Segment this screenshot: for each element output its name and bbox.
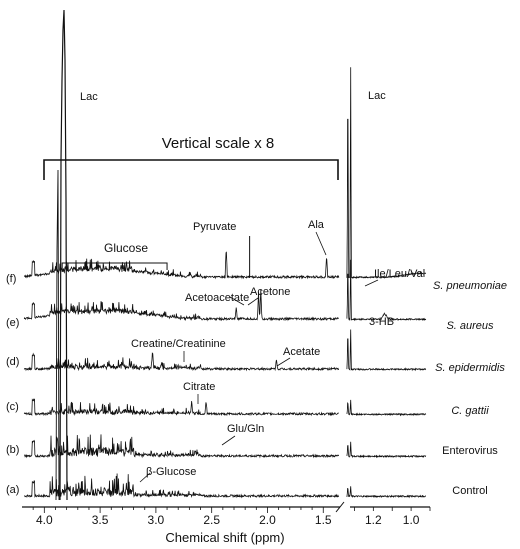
series-name-label: S. epidermidis [435, 362, 505, 374]
annotation-citrate: Citrate [183, 381, 215, 393]
x-tick-label: 4.0 [36, 513, 53, 527]
annotation-pyruvate: Pyruvate [193, 221, 236, 233]
series-name-label: Control [452, 485, 487, 497]
x-tick-label: 3.5 [92, 513, 109, 527]
x-axis: 4.0 3.5 3.0 2.5 2.0 1.5 1.2 1.0 Chemical shift (… [22, 501, 431, 545]
leader-beta-glucose [139, 472, 151, 483]
series-name-label: S. pneumoniae [433, 280, 507, 292]
spectrum-trace-2 [24, 434, 340, 459]
x-tick-label: 1.0 [403, 513, 420, 527]
annotation-ile-leu-val: Ile/Leu/Val [374, 268, 425, 280]
annotation-beta-glucose: β-Glucose [146, 466, 196, 478]
x-tick-label: 3.0 [148, 513, 165, 527]
annotation-creatine: Creatine/Creatinine [131, 338, 226, 350]
spectrum-trace-right-5 [346, 259, 427, 322]
spectrum-trace-right-3 [346, 399, 427, 417]
series-letter-label: (e) [6, 317, 19, 329]
annotation-lac-left: Lac [80, 91, 98, 103]
x-tick-label: 1.5 [315, 513, 332, 527]
spectrum-trace-6 [23, 251, 340, 280]
annotation-glucose: Glucose [104, 241, 148, 255]
series-letter-label: (d) [6, 356, 19, 368]
annotation-3hb: 3-HB [369, 316, 394, 328]
spectrum-trace-right-2 [346, 441, 427, 459]
series-letter-label: (a) [6, 484, 19, 496]
series-name-label: C. gattii [451, 405, 489, 417]
x-tick-label: 2.5 [203, 513, 220, 527]
leader-acetate [276, 357, 291, 367]
scale-note: Vertical scale x 8 [162, 135, 275, 152]
scale-bracket [43, 159, 339, 180]
glucose-bracket [61, 262, 168, 270]
axis-break-mark [335, 501, 345, 513]
annotation-lac-right: Lac [368, 90, 386, 102]
series-letter-label: (c) [6, 401, 19, 413]
lactate-peak-left [59, 9, 68, 501]
annotation-ala: Ala [308, 219, 325, 231]
leader-ile-leu-val [364, 279, 379, 287]
spectrum-trace-right-6 [346, 67, 427, 280]
leader-acetoacetate [229, 296, 245, 306]
series-letter-label: (f) [6, 273, 16, 285]
spectrum-trace-right-1 [346, 486, 427, 499]
x-tick-label: 1.2 [365, 513, 382, 527]
x-tick-label: 2.0 [259, 513, 276, 527]
series-letter-label: (b) [6, 444, 19, 456]
series-name-label: Enterovirus [442, 445, 498, 457]
annotation-glu-gln: Glu/Gln [227, 423, 264, 435]
spectrum-trace-1 [24, 473, 340, 499]
series-labels: (a) Control (b) Enterovirus (c) C. gattii (d) S… [6, 273, 507, 497]
lactate-peak-left-shoulder [55, 169, 60, 501]
leader-ala [315, 231, 327, 256]
series-name-label: S. aureus [446, 320, 494, 332]
spectrum-trace-3 [23, 398, 339, 417]
spectrum-trace-right-4 [346, 329, 427, 372]
spectra-traces [23, 9, 427, 501]
x-axis-title: Chemical shift (ppm) [165, 530, 284, 545]
annotation-acetone: Acetone [250, 286, 290, 298]
leader-glu-gln [221, 435, 236, 446]
spectrum-trace-4 [23, 352, 339, 372]
spectrum-trace-5 [23, 289, 339, 322]
annotations: Vertical scale x 8 Lac Lac Glucose Pyruvate A… [43, 90, 425, 483]
leader-acetone [247, 297, 259, 306]
annotation-acetoacetate: Acetoacetate [185, 292, 249, 304]
annotation-acetate: Acetate [283, 346, 320, 358]
